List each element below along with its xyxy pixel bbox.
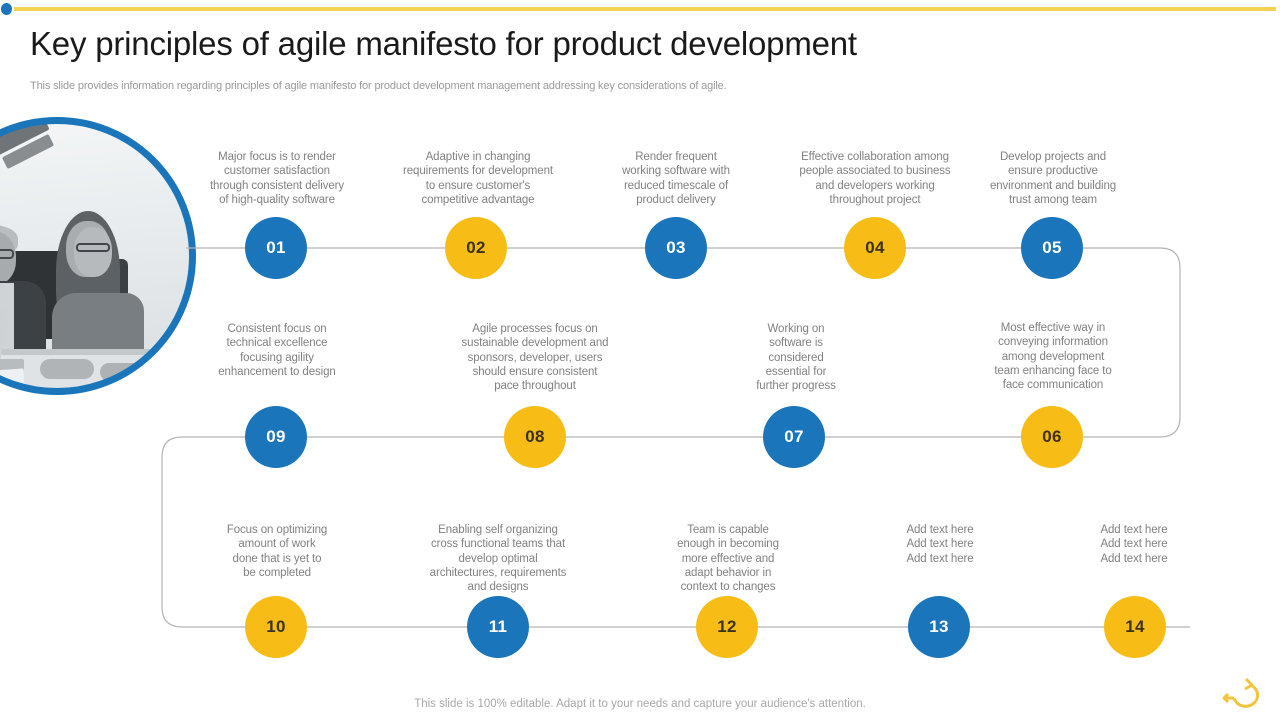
- timeline-node-14[interactable]: 14: [1104, 596, 1166, 658]
- timeline-caption-11: Enabling self organizing cross functional…: [429, 524, 567, 594]
- timeline-node-09[interactable]: 09: [245, 406, 307, 468]
- timeline-caption-09: Consistent focus on technical excellence f…: [218, 323, 336, 378]
- timeline-caption-05: Develop projects and ensure productive env…: [989, 151, 1117, 206]
- timeline-caption-12: Team is capable enough in becoming more ef…: [677, 524, 779, 594]
- timeline-caption-08: Agile processes focus on sustainable deve…: [461, 323, 609, 393]
- timeline-caption-14: Add text here Add text here Add text here: [1100, 524, 1168, 565]
- agile-loop-logo: [1222, 677, 1260, 708]
- timeline-node-07[interactable]: 07: [763, 406, 825, 468]
- timeline-node-12[interactable]: 12: [696, 596, 758, 658]
- timeline-caption-10: Focus on optimizing amount of work done th…: [226, 524, 328, 579]
- timeline-node-10[interactable]: 10: [245, 596, 307, 658]
- timeline-node-06[interactable]: 06: [1021, 406, 1083, 468]
- timeline-caption-02: Adaptive in changing requirements for dev…: [403, 151, 553, 206]
- timeline-node-11[interactable]: 11: [467, 596, 529, 658]
- timeline-caption-13: Add text here Add text here Add text here: [906, 524, 974, 565]
- timeline-caption-06: Most effective way in conveying informati…: [994, 322, 1112, 392]
- timeline-node-05[interactable]: 05: [1021, 217, 1083, 279]
- team-photo: [0, 117, 196, 395]
- timeline-caption-04: Effective collaboration among people asso…: [799, 151, 951, 206]
- timeline-node-13[interactable]: 13: [908, 596, 970, 658]
- top-accent-bar: [14, 7, 1276, 11]
- timeline-caption-03: Render frequent working software with redu…: [622, 151, 730, 206]
- timeline-node-08[interactable]: 08: [504, 406, 566, 468]
- timeline-node-02[interactable]: 02: [445, 217, 507, 279]
- footer-note: This slide is 100% editable. Adapt it to…: [414, 698, 866, 710]
- page-title: Key principles of agile manifesto for pr…: [30, 25, 857, 62]
- timeline-caption-07: Working on software is considered essential…: [756, 323, 836, 393]
- timeline-node-04[interactable]: 04: [844, 217, 906, 279]
- top-accent-dot: [1, 3, 12, 15]
- timeline-node-01[interactable]: 01: [245, 217, 307, 279]
- page-subtitle: This slide provides information regardin…: [30, 80, 727, 92]
- timeline-caption-01: Major focus is to render customer satisfa…: [209, 151, 345, 206]
- timeline-node-03[interactable]: 03: [645, 217, 707, 279]
